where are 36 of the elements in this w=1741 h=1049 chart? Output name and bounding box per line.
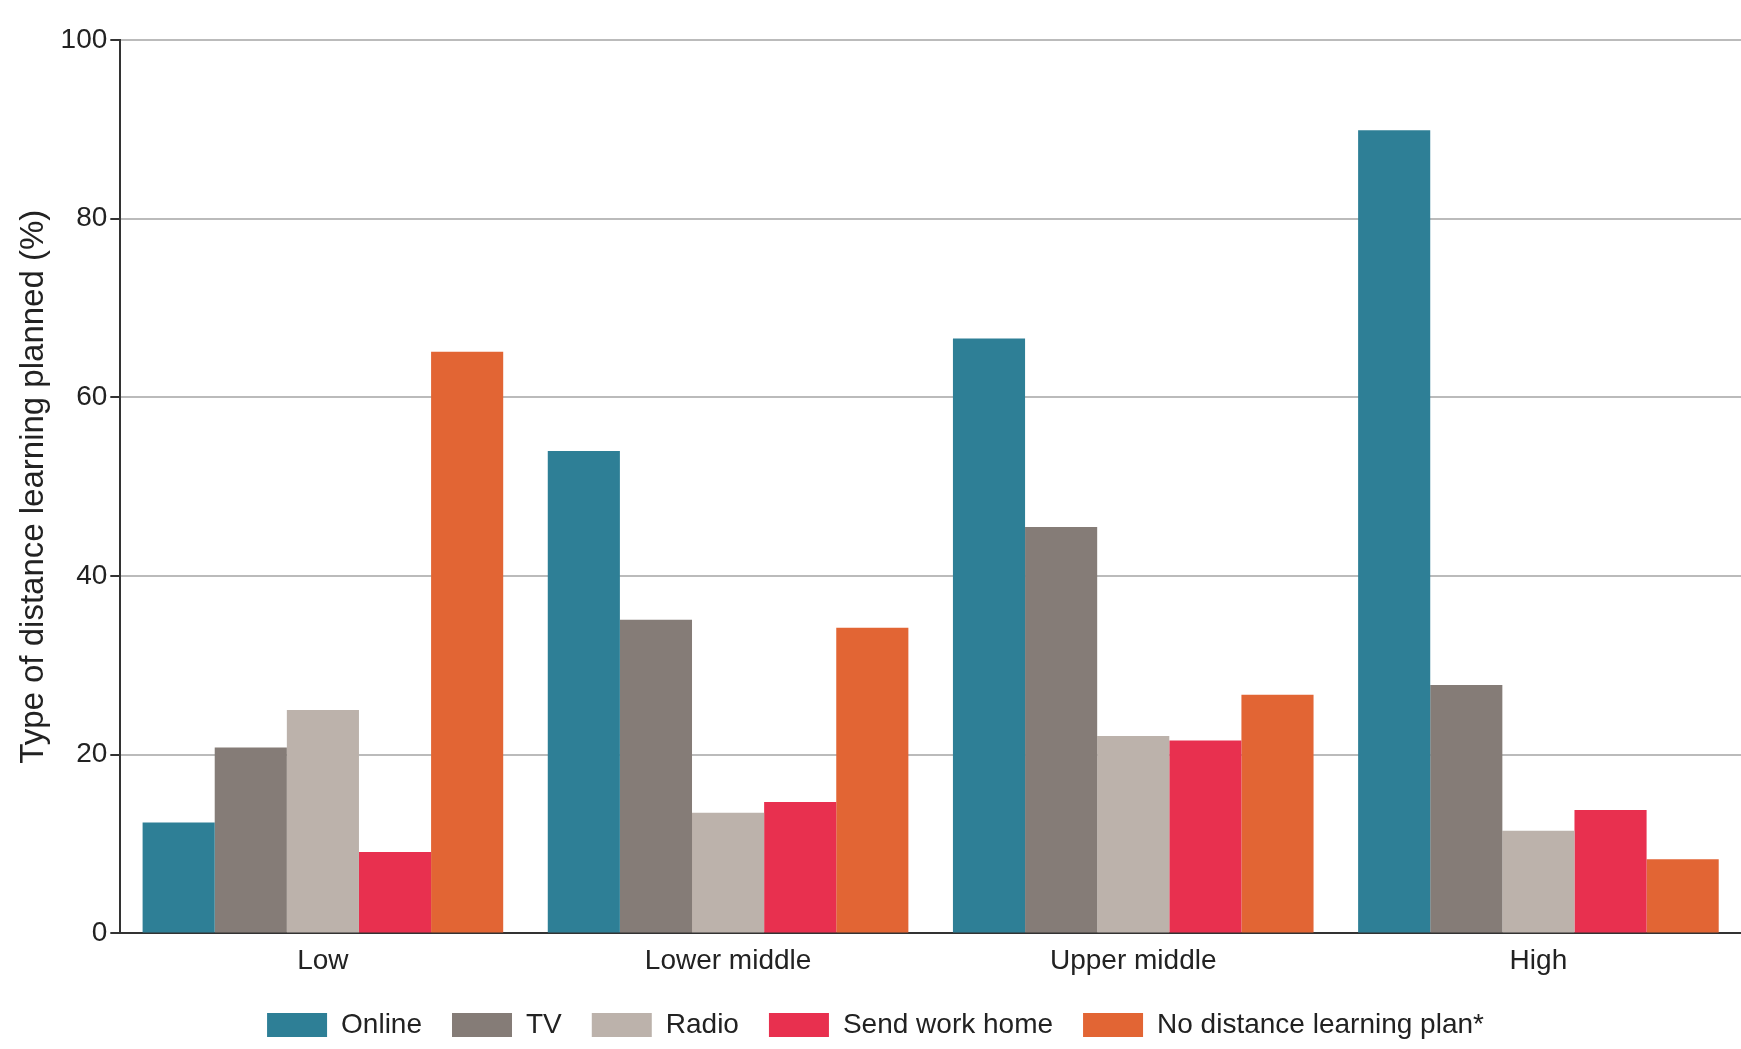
bar [1574,810,1647,933]
x-tick-label: High [1509,943,1568,975]
bar [358,852,432,933]
bar [952,338,1026,933]
bar [431,351,504,933]
legend-label: No distance learning plan* [1157,1007,1485,1039]
legend-label: Online [341,1007,422,1039]
bar [1025,526,1098,933]
bar [214,747,287,933]
legend-label: TV [526,1007,563,1039]
bar [1646,859,1719,933]
bar [764,802,837,933]
y-tick-label: 60 [76,380,108,412]
bar [286,710,359,933]
y-tick-label: 0 [91,916,108,948]
legend-label: Radio [665,1007,739,1039]
x-tick-label: Upper middle [1049,943,1217,975]
bar [836,627,909,933]
y-tick-label: 20 [76,737,108,769]
bar [619,619,693,933]
bar [142,822,215,933]
bar [1097,735,1170,933]
y-tick-label: 40 [76,558,108,590]
bar [1241,694,1314,933]
x-tick-label: Lower middle [644,943,812,975]
y-tick-label: 80 [76,201,108,233]
bar [1169,740,1242,933]
y-axis-title: Type of distance learning planned (%) [12,209,50,764]
legend-label: Send work home [842,1007,1054,1039]
bar [1358,130,1431,933]
bar [1502,830,1575,933]
y-tick-label: 100 [60,22,108,54]
bar [692,812,765,933]
bar [1430,685,1503,933]
x-tick-label: Low [297,943,350,975]
bar [547,450,620,933]
